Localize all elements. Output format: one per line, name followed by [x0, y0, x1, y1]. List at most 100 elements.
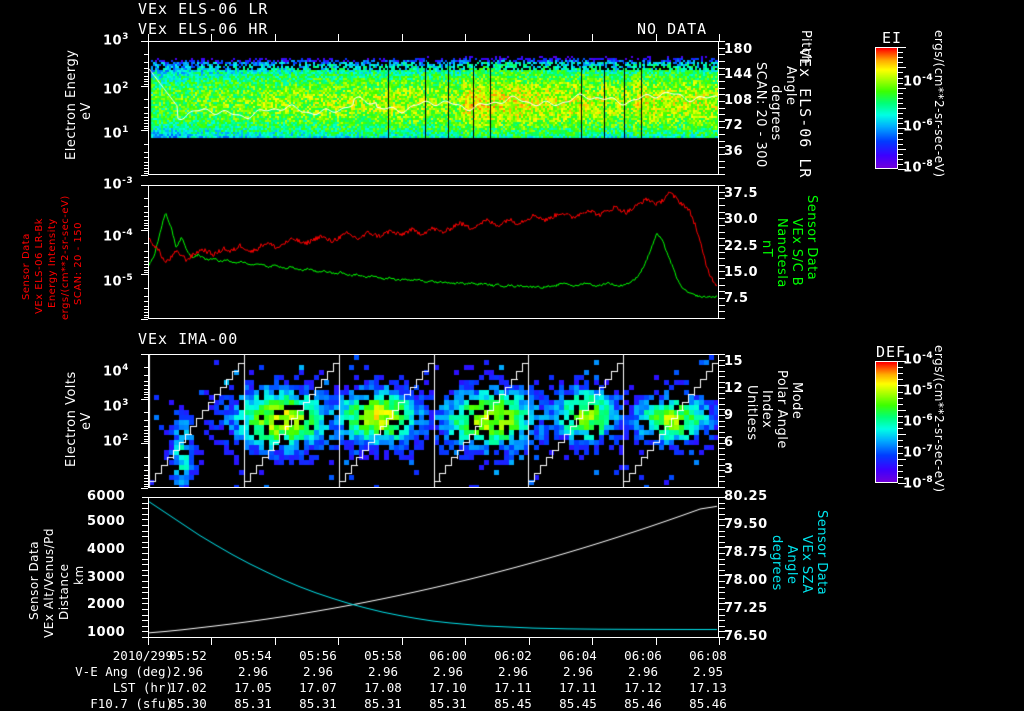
bottom-table-cell: 17.10: [429, 680, 467, 695]
panel4-right-tick-4: 77.25: [724, 601, 768, 616]
colorbar1-units: ergs/(cm**2-sr-sec-eV): [932, 30, 946, 178]
panel2-left-axis-label-4: SCAN: 20 - 150: [73, 222, 84, 305]
panel4-right-tick-1: 79.50: [724, 517, 768, 532]
panel4-left-tick-1: 5000: [87, 514, 126, 529]
panel2-right-tick-0: 37.5: [724, 186, 759, 201]
panel2-right-axis-label-0: Sensor Data: [804, 195, 819, 281]
bottom-table-cell: 85.31: [234, 696, 272, 711]
panel2-left-axis-label-0: Sensor Data: [21, 233, 32, 300]
panel1-right-tick-0: 180: [724, 42, 753, 57]
panel4-right-tick-5: 76.50: [724, 629, 768, 644]
bottom-table-cell: 05:58: [364, 648, 402, 663]
panel4-right-tick-3: 78.00: [724, 573, 768, 588]
panel1-title-lr: VEx ELS-06 LR: [138, 0, 269, 18]
panel4-left-axis-label-2: Distance: [57, 563, 71, 620]
panel4-left-tick-4: 2000: [87, 597, 126, 612]
colorbar1-name: EI: [882, 29, 903, 47]
bottom-table-cell: 05:52: [169, 648, 207, 663]
panel4-right-axis-label-0: Sensor Data: [814, 510, 829, 596]
panel1-left-tick-2: 101: [103, 125, 129, 142]
bottom-table-cell: 2.96: [302, 664, 334, 679]
panel2-right-axis-label-2: Nanotesla: [774, 218, 789, 288]
bottom-table-cell: 2.96: [237, 664, 269, 679]
bottom-table-cell: 2.96: [172, 664, 204, 679]
colorbar2-gradient: [876, 362, 897, 482]
panel3-right-axis-label-1: Polar Angle: [774, 370, 789, 449]
panel1-left-axis-label-0: Electron Energy: [64, 49, 79, 160]
panel4-left-axis-label-1: VEx Alt/Venus/Pd: [42, 527, 56, 638]
panel3-right-tick-2: 9: [724, 408, 734, 423]
panel2-left-tick-0: 10-3: [103, 176, 134, 193]
panel2-right-tick-3: 15.0: [724, 265, 759, 280]
panel1-right-axis-label-3: SCAN: 20 - 300: [753, 62, 768, 168]
colorbar1-tick-0: 10-4: [903, 73, 934, 90]
panel3-left-tick-0: 104: [103, 363, 129, 380]
panel3-left-axis-label-1: eV: [79, 412, 94, 430]
panel3-left-tick-2: 102: [103, 433, 129, 450]
bottom-table-cell: 2.96: [627, 664, 659, 679]
panel3-right-tick-4: 3: [724, 462, 734, 477]
panel1-right-axis-label-2: degrees: [768, 85, 783, 141]
panel3-right-axis-label-3: Unitless: [744, 385, 759, 441]
panel2-right-tick-4: 7.5: [724, 291, 749, 306]
bottom-table-cell: 85.31: [429, 696, 467, 711]
panel3-right-axis-label-0: Mode: [789, 382, 804, 420]
bottom-table-row-label: LST (hr): [112, 680, 173, 695]
panel2-left-tick-2: 10-5: [103, 273, 134, 290]
bottom-table-row-label: V-E Ang (deg): [75, 664, 173, 679]
panel3-plot-area: [148, 354, 719, 488]
bottom-table-cell: 06:02: [494, 648, 532, 663]
panel2-line-canvas: [149, 186, 718, 318]
panel2-left-axis-label-3: ergs/(cm**2-sr-sec-eV): [60, 195, 71, 320]
panel2-right-axis-label-3: nT: [759, 240, 774, 258]
bottom-table-cell: 85.30: [169, 696, 207, 711]
panel2-left-axis-label-1: VEx ELS-06 LR-Bk: [34, 217, 45, 314]
panel2-right-tick-1: 30.0: [724, 212, 759, 227]
panel4-plot-area: [148, 497, 719, 638]
bottom-table-cell: 85.46: [624, 696, 662, 711]
colorbar2-tick-1: 10-5: [903, 382, 934, 399]
bottom-table-cell: 06:08: [689, 648, 727, 663]
panel2-plot-area: [148, 185, 719, 319]
panel1-right-tick-2: 108: [724, 93, 753, 108]
colorbar2-tick-0: 10-4: [903, 351, 934, 368]
panel3-left-axis-label-0: Electron Volts: [64, 371, 79, 467]
panel1-left-axis-label-1: eV: [79, 102, 94, 120]
panel3-title: VEx IMA-00: [138, 330, 239, 348]
colorbar2-units: ergs/(cm**2-sr-sec-eV): [932, 345, 946, 493]
panel4-left-axis-label-3: km: [72, 565, 86, 585]
panel2-left-tick-1: 10-4: [103, 228, 134, 245]
colorbar1-gradient: [876, 48, 897, 168]
colorbar2-tick-3: 10-7: [903, 444, 934, 461]
colorbar2: [875, 361, 898, 483]
panel3-spectrogram-canvas: [149, 355, 718, 487]
bottom-table-cell: 17.08: [364, 680, 402, 695]
panel1-left-tick-0: 103: [103, 32, 129, 49]
panel1-right-tick-3: 72: [724, 118, 744, 133]
panel4-left-tick-3: 3000: [87, 570, 126, 585]
colorbar2-tick-2: 10-6: [903, 413, 934, 430]
bottom-table-cell: 17.11: [494, 680, 532, 695]
panel1-plot-area: [148, 41, 719, 175]
bottom-table-cell: 05:56: [299, 648, 337, 663]
bottom-table-cell: 85.45: [559, 696, 597, 711]
bottom-table-cell: 85.31: [364, 696, 402, 711]
panel2-right-tick-2: 22.5: [724, 239, 759, 254]
panel2-right-axis-label-1: VEx S/C B: [789, 218, 804, 287]
bottom-table-cell: 85.46: [689, 696, 727, 711]
panel4-left-tick-0: 6000: [87, 489, 126, 504]
bottom-table-cell: 06:06: [624, 648, 662, 663]
panel1-right-tick-1: 144: [724, 67, 753, 82]
panel1-spectrogram-canvas: [149, 42, 718, 174]
panel4-right-axis-label-3: degrees: [769, 535, 784, 591]
bottom-table-cell: 17.12: [624, 680, 662, 695]
bottom-table-cell: 85.45: [494, 696, 532, 711]
panel4-right-axis-label-2: Angle: [784, 545, 799, 585]
panel1-right-axis-label-4: VEx ELS-06 LR: [796, 48, 814, 179]
panel4-line-canvas: [149, 498, 718, 637]
bottom-table-cell: 17.07: [299, 680, 337, 695]
bottom-table-cell: 17.13: [689, 680, 727, 695]
panel1-left-tick-1: 102: [103, 81, 129, 98]
bottom-table-cell: 17.11: [559, 680, 597, 695]
